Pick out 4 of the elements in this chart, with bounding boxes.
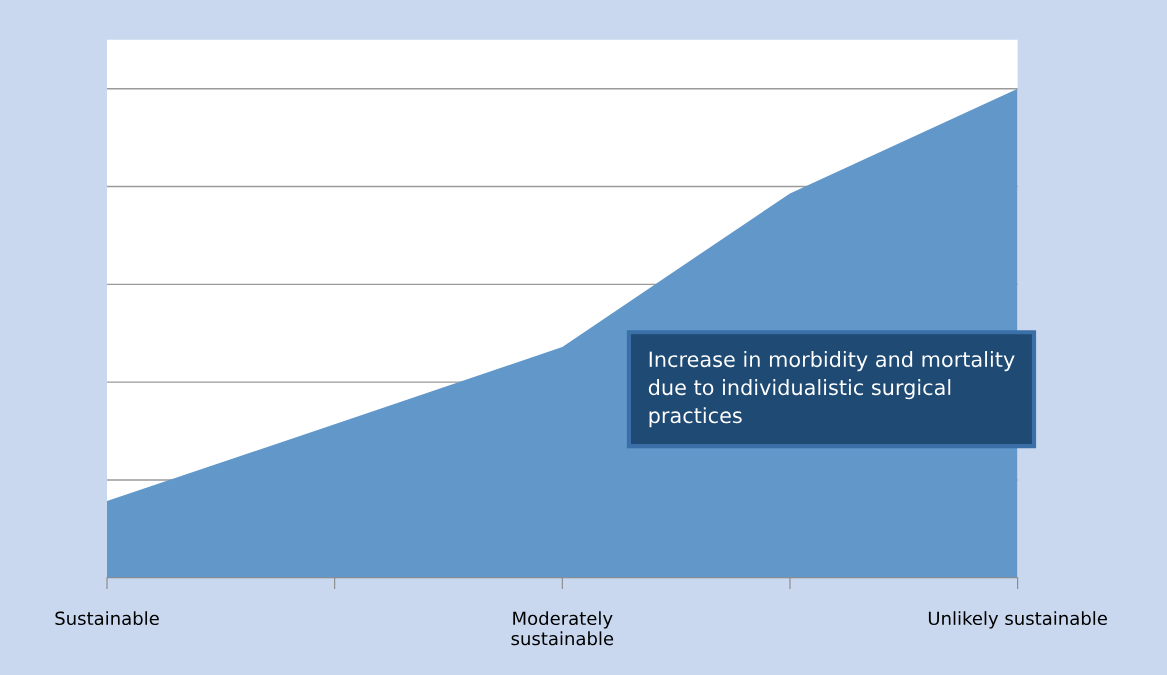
x-tick-label: Moderately sustainable bbox=[511, 611, 614, 646]
x-tick-label: Sustainable bbox=[55, 611, 159, 626]
x-tick-label: Unlikely sustainable bbox=[928, 611, 1107, 629]
annotation: Increase in morbidity and mortality due to individualistic surgical practices bbox=[648, 351, 1015, 428]
